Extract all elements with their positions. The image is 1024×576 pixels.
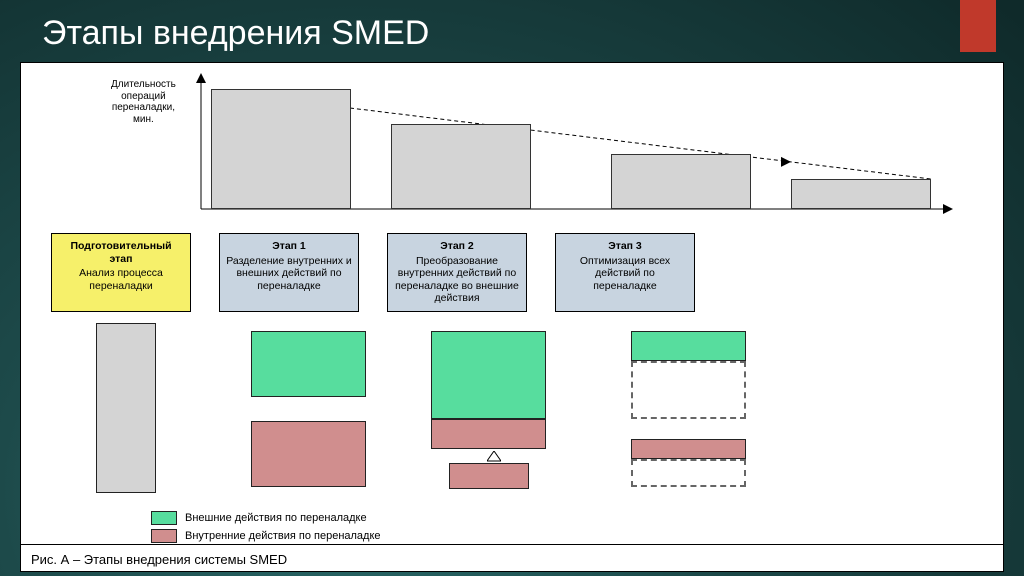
stage-box-3: Этап 3 Оптимизация всех действий по перен… [555,233,695,312]
block-2 [251,421,366,487]
stage-desc: Анализ процесса переналадки [58,267,184,292]
slide-title: Этапы внедрения SMED [42,14,429,53]
stage-desc: Оптимизация всех действий по переналадке [562,255,688,293]
legend-row-1: Внутренние действия по переналадке [151,529,381,543]
up-arrow-icon [487,451,501,463]
chart-bar-3 [791,179,931,209]
block-4 [431,419,546,449]
stage-desc: Преобразование внутренних действий по пе… [394,255,520,305]
accent-bar [960,0,996,52]
caption-divider [21,544,1003,545]
legend-swatch [151,511,177,525]
block-7 [631,361,746,419]
block-3 [431,331,546,419]
stage-box-0: Подготовительный этапАнализ процесса пер… [51,233,191,312]
stage-title: Этап 3 [562,240,688,253]
legend-swatch [151,529,177,543]
chart-bar-2 [611,154,751,209]
stage-desc: Разделение внутренних и внешних действий… [226,255,352,293]
chart-bar-1 [391,124,531,209]
block-9 [631,459,746,487]
stage-box-2: Этап 2 Преобразование внутренних действий… [387,233,527,312]
stage-title: Подготовительный этап [58,240,184,265]
stage-title: Этап 2 [394,240,520,253]
blocks-area [51,323,971,513]
legend-row-0: Внешние действия по переналадке [151,511,381,525]
stage-title: Этап 1 [226,240,352,253]
diagram-card: Длительностьоперацийпереналадки,мин. Под… [20,62,1004,572]
block-6 [631,331,746,361]
block-8 [631,439,746,459]
figure-caption: Рис. А – Этапы внедрения системы SMED [31,552,287,567]
chart-bar-0 [211,89,351,209]
block-5 [449,463,529,489]
legend-label: Внутренние действия по переналадке [185,530,381,542]
legend: Внешние действия по переналадке Внутренни… [151,511,381,547]
stage-box-1: Этап 1 Разделение внутренних и внешних де… [219,233,359,312]
legend-label: Внешние действия по переналадке [185,512,367,524]
block-1 [251,331,366,397]
block-0 [96,323,156,493]
duration-chart: Длительностьоперацийпереналадки,мин. [51,69,971,219]
stage-row: Подготовительный этапАнализ процесса пер… [51,233,695,312]
